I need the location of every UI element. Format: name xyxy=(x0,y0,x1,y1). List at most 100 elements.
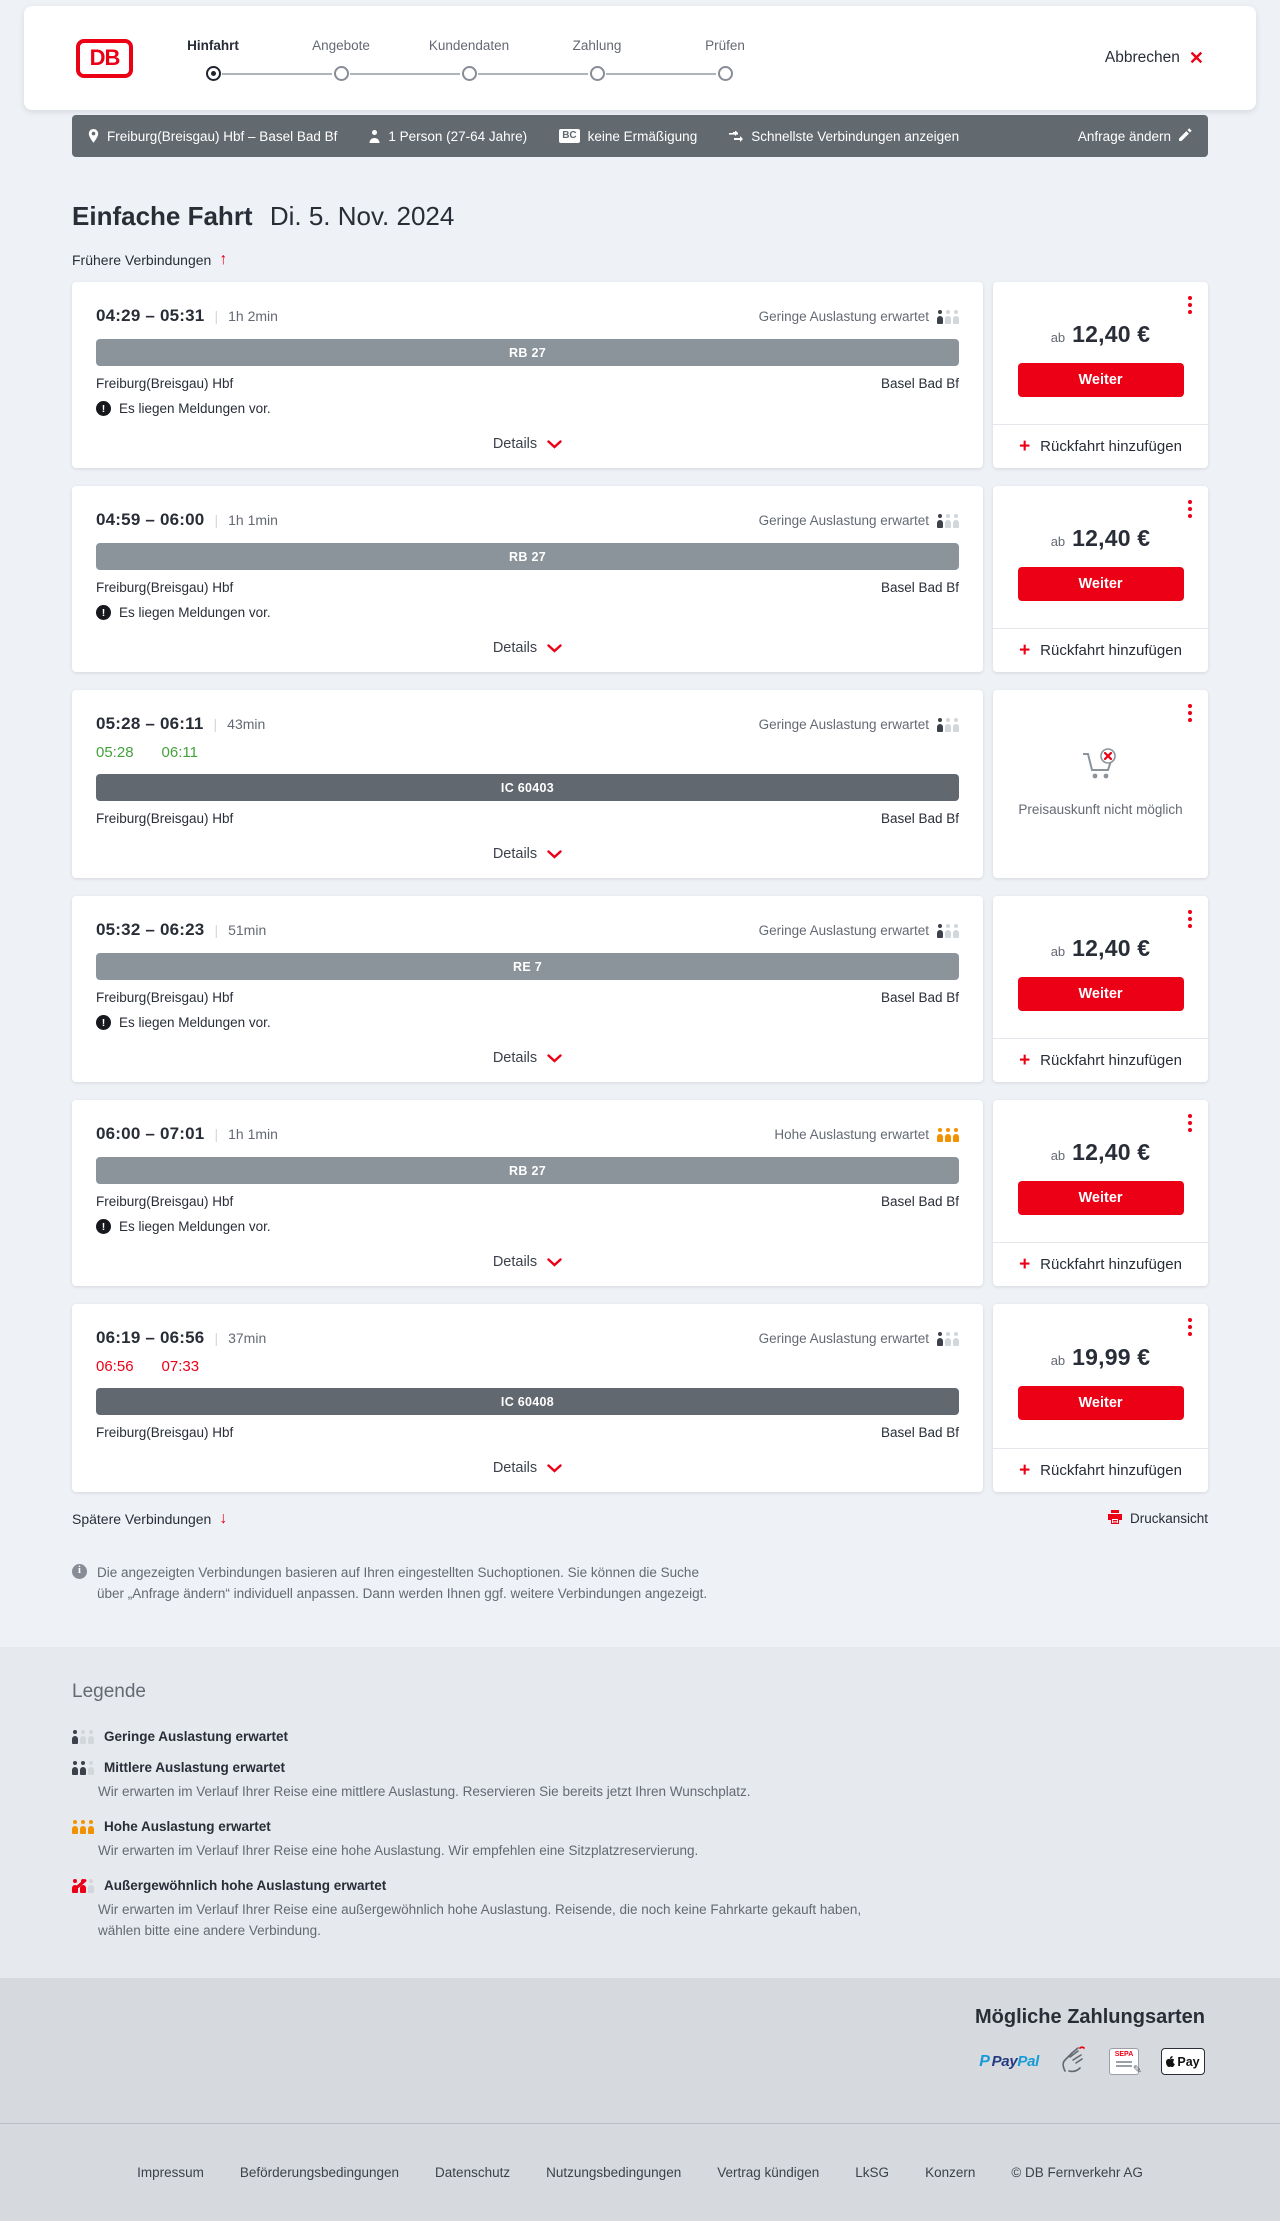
connection-row: 04:29 – 05:31 | 1h 2min Geringe Auslastu… xyxy=(72,282,1208,468)
stepper-step-angebote[interactable]: Angebote xyxy=(222,38,405,81)
price-card: Preisauskunft nicht möglich xyxy=(993,690,1208,878)
footer-link[interactable]: Konzern xyxy=(925,2165,976,2180)
price-area: ab 12,40 € Weiter xyxy=(993,896,1208,1038)
db-logo[interactable]: DB xyxy=(76,38,133,78)
origin-station: Freiburg(Breisgau) Hbf xyxy=(96,580,234,595)
continue-button[interactable]: Weiter xyxy=(1017,1181,1184,1215)
connection-row: 05:32 – 06:23 | 51min Geringe Auslastung… xyxy=(72,896,1208,1082)
legend-title: Legende xyxy=(72,1681,146,1702)
details-toggle[interactable]: Details xyxy=(493,416,562,452)
train-label-bar[interactable]: RE 7 xyxy=(96,953,959,980)
occupancy-icon xyxy=(72,1729,94,1744)
connection-times: 05:28 – 06:11 xyxy=(96,714,204,733)
footer-link[interactable]: LkSG xyxy=(855,2165,890,2180)
footer-link[interactable]: Beförderungsbedingungen xyxy=(239,2165,400,2180)
connection-card: 05:28 – 06:11 | 43min Geringe Auslastung… xyxy=(72,690,983,878)
continue-button[interactable]: Weiter xyxy=(1017,977,1184,1011)
occupancy-icon xyxy=(71,1878,94,1893)
print-view-link[interactable]: Druckansicht xyxy=(1107,1510,1208,1527)
plus-icon: + xyxy=(1019,436,1031,457)
summary-discount: BC keine Ermäßigung xyxy=(559,129,697,144)
cancel-label: Abbrechen xyxy=(1104,49,1180,66)
stepper-step-label: Kundendaten xyxy=(428,37,510,53)
destination-station: Basel Bad Bf xyxy=(880,990,959,1005)
origin-station: Freiburg(Breisgau) Hbf xyxy=(96,1425,234,1440)
continue-button[interactable]: Weiter xyxy=(1017,567,1184,601)
details-label: Details xyxy=(492,1460,538,1476)
footer-link[interactable]: Impressum xyxy=(137,2165,204,2180)
add-return-button[interactable]: + Rückfahrt hinzufügen xyxy=(993,1038,1208,1082)
legend-item: Geringe Auslastung erwartet xyxy=(72,1729,1208,1744)
stations-row: Freiburg(Breisgau) Hbf Basel Bad Bf xyxy=(96,990,959,1005)
chevron-down-icon xyxy=(547,1257,562,1267)
train-label-bar[interactable]: RB 27 xyxy=(96,1157,959,1184)
plus-icon: + xyxy=(1019,1460,1031,1481)
search-summary-bar: Freiburg(Breisgau) Hbf – Basel Bad Bf 1 … xyxy=(72,115,1208,157)
more-options-button[interactable] xyxy=(1184,906,1196,932)
stepper-step-circle xyxy=(461,65,477,81)
price-area: ab 12,40 € Weiter xyxy=(993,282,1208,424)
connection-card: 06:00 – 07:01 | 1h 1min Hohe Auslastung … xyxy=(72,1100,983,1286)
details-toggle[interactable]: Details xyxy=(493,1234,562,1270)
footer-link[interactable]: Nutzungsbedingungen xyxy=(546,2165,682,2180)
connection-duration: 1h 1min xyxy=(228,1126,278,1142)
train-label-bar[interactable]: IC 60403 xyxy=(96,774,959,801)
connection-duration: 1h 2min xyxy=(228,308,278,324)
train-label-bar[interactable]: RB 27 xyxy=(96,543,959,570)
chevron-down-icon xyxy=(547,849,562,859)
stations-row: Freiburg(Breisgau) Hbf Basel Bad Bf xyxy=(96,811,959,826)
connection-card: 04:29 – 05:31 | 1h 2min Geringe Auslastu… xyxy=(72,282,983,468)
add-return-button[interactable]: + Rückfahrt hinzufügen xyxy=(993,1448,1208,1492)
apple-pay-icon: Pay xyxy=(1161,2048,1205,2075)
connection-times: 06:19 – 06:56 xyxy=(96,1328,205,1347)
more-options-button[interactable] xyxy=(1184,292,1196,318)
more-options-button[interactable] xyxy=(1184,1110,1196,1136)
realtime-row: 05:28 06:11 xyxy=(96,744,959,761)
more-options-button[interactable] xyxy=(1184,700,1196,726)
earlier-connections-link[interactable]: Frühere Verbindungen ↑ xyxy=(72,252,227,269)
more-options-button[interactable] xyxy=(1184,1314,1196,1340)
footer-link[interactable]: Datenschutz xyxy=(435,2165,511,2180)
details-toggle[interactable]: Details xyxy=(493,1030,562,1066)
train-label-bar[interactable]: RB 27 xyxy=(96,339,959,366)
stepper-step-hinfahrt[interactable]: Hinfahrt xyxy=(149,38,277,81)
stepper-step-label: Prüfen xyxy=(705,37,745,53)
printer-icon xyxy=(1107,1510,1122,1527)
add-return-label: Rückfahrt hinzufügen xyxy=(1040,438,1182,455)
legend-item-description: Wir erwarten im Verlauf Ihrer Reise eine… xyxy=(98,1784,751,1799)
add-return-button[interactable]: + Rückfahrt hinzufügen xyxy=(993,424,1208,468)
message-row: ! Es liegen Meldungen vor. xyxy=(96,401,959,416)
add-return-button[interactable]: + Rückfahrt hinzufügen xyxy=(993,1242,1208,1286)
connection-card: 05:32 – 06:23 | 51min Geringe Auslastung… xyxy=(72,896,983,1082)
occupancy-label: Geringe Auslastung erwartet xyxy=(758,1331,929,1346)
legend-item: Außergewöhnlich hohe Auslastung erwartet xyxy=(71,1878,1208,1893)
stepper-step-zahlung[interactable]: Zahlung xyxy=(478,38,661,81)
continue-button[interactable]: Weiter xyxy=(1017,363,1184,397)
paypal-icon: P Pay Pal xyxy=(979,2052,1039,2071)
stations-row: Freiburg(Breisgau) Hbf Basel Bad Bf xyxy=(96,376,959,391)
details-toggle[interactable]: Details xyxy=(493,1440,562,1476)
destination-station: Basel Bad Bf xyxy=(880,1425,959,1440)
later-connections-link[interactable]: Spätere Verbindungen ↓ xyxy=(72,1509,228,1527)
payment-method-icons: P Pay Pal SEPA ✎ Pay xyxy=(75,2045,1205,2078)
occupancy-indicator: Geringe Auslastung erwartet xyxy=(759,717,959,732)
payments-title: Mögliche Zahlungsarten xyxy=(974,2006,1205,2028)
continue-button[interactable]: Weiter xyxy=(1017,1386,1184,1420)
cancel-button[interactable]: Abbrechen ✕ xyxy=(1105,49,1204,67)
stepper-step-kundendaten[interactable]: Kundendaten xyxy=(350,37,533,81)
arrow-down-icon: ↓ xyxy=(219,1509,228,1527)
price-line: ab 12,40 € xyxy=(1051,1139,1151,1166)
details-toggle[interactable]: Details xyxy=(493,620,562,656)
more-options-button[interactable] xyxy=(1184,496,1196,522)
later-row: Spätere Verbindungen ↓ Druckansicht xyxy=(72,1510,1208,1527)
train-label-bar[interactable]: IC 60408 xyxy=(96,1388,959,1415)
connection-duration: 43min xyxy=(227,716,266,732)
plus-icon: + xyxy=(1019,1050,1031,1071)
add-return-button[interactable]: + Rückfahrt hinzufügen xyxy=(993,628,1208,672)
add-return-label: Rückfahrt hinzufügen xyxy=(1040,642,1182,659)
separator: | xyxy=(214,922,219,938)
footer-link[interactable]: Vertrag kündigen xyxy=(717,2165,820,2180)
edit-request-button[interactable]: Anfrage ändern xyxy=(1078,128,1192,144)
stepper-step-prüfen[interactable]: Prüfen xyxy=(606,37,789,81)
details-toggle[interactable]: Details xyxy=(493,826,562,862)
